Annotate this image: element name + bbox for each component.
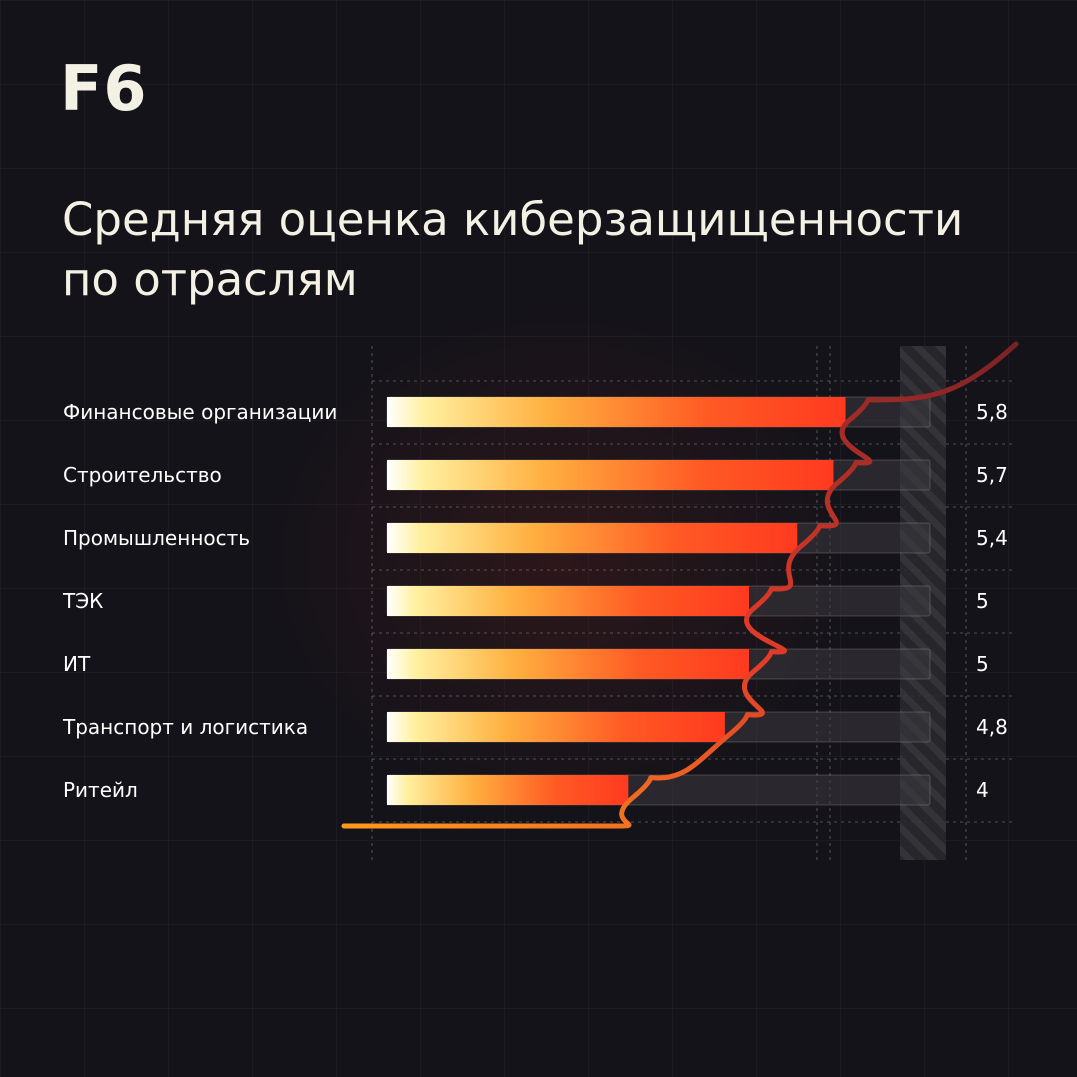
- chart-title-line-2: по отраслям: [62, 253, 358, 306]
- value-label: 5,7: [976, 463, 1008, 487]
- category-label: Транспорт и логистика: [63, 715, 309, 739]
- bar: [387, 649, 749, 679]
- bar: [387, 586, 749, 616]
- grid-lines: [371, 346, 1016, 860]
- category-label: Финансовые организации: [63, 400, 338, 424]
- bar: [387, 523, 798, 553]
- value-label: 5: [976, 589, 989, 613]
- bar: [387, 460, 834, 490]
- category-label: Строительство: [63, 463, 222, 487]
- chart-title: Средняя оценка киберзащищенности по отра…: [62, 190, 1022, 310]
- trend-curve: [341, 341, 1019, 829]
- bar: [387, 712, 725, 742]
- bar: [387, 397, 846, 427]
- category-label: ИТ: [63, 652, 91, 676]
- f6-logo: F6: [60, 52, 148, 125]
- value-label: 4,8: [976, 715, 1008, 739]
- value-label: 5,8: [976, 400, 1008, 424]
- value-label: 5,4: [976, 526, 1008, 550]
- bars: [386, 396, 931, 806]
- category-label: Промышленность: [63, 526, 251, 550]
- bar: [387, 775, 629, 805]
- category-label: ТЭК: [63, 589, 104, 613]
- chart-title-line-1: Средняя оценка киберзащищенности: [62, 193, 964, 246]
- category-label: Ритейл: [63, 778, 138, 802]
- value-label: 4: [976, 778, 989, 802]
- value-label: 5: [976, 652, 989, 676]
